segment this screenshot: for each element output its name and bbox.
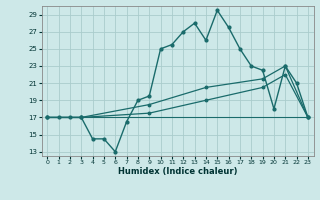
X-axis label: Humidex (Indice chaleur): Humidex (Indice chaleur) — [118, 167, 237, 176]
